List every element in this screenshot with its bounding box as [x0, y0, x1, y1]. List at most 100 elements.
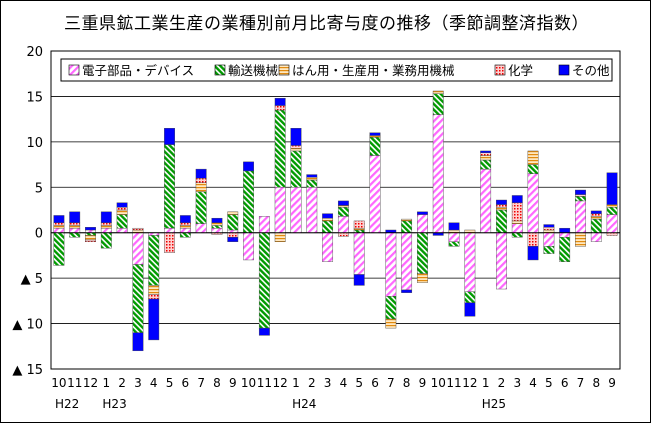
bar-segment: [290, 187, 302, 233]
bar-segment: [195, 182, 207, 193]
bar-segment: [353, 227, 365, 231]
bar-segment: [369, 137, 381, 156]
x-tick-label: 6: [182, 376, 190, 390]
bar-segment: [69, 211, 81, 223]
x-tick-label: 6: [371, 376, 379, 390]
bar-segment: [132, 227, 144, 231]
bar-segment: [480, 150, 492, 153]
bar-segment: [543, 246, 555, 254]
bar-segment: [227, 214, 239, 231]
bar-segment: [211, 217, 223, 223]
bar-segment: [353, 232, 365, 275]
bar-segment: [448, 241, 460, 247]
bar-segment: [543, 232, 555, 247]
bar-segment: [369, 132, 381, 136]
bar-segment: [448, 222, 460, 231]
bar-segment: [53, 227, 65, 233]
bar-segment: [590, 216, 602, 220]
x-tick-label: 5: [166, 376, 174, 390]
y-tick-label: 0: [35, 227, 43, 242]
bar-segment: [590, 218, 602, 233]
bar-segment: [606, 204, 618, 208]
x-tick-label: 1: [482, 376, 490, 390]
bar-segment: [543, 227, 555, 231]
y-tick-label: 15: [26, 90, 43, 105]
bar-segment: [211, 227, 223, 233]
bar-segment: [606, 207, 618, 215]
y-tick-label: ▲ 15: [12, 363, 43, 378]
bar-segment: [116, 209, 128, 215]
bar-segment: [69, 225, 81, 229]
bar-segment: [496, 207, 507, 211]
bar-segment: [85, 239, 96, 243]
bar-segment: [179, 227, 191, 233]
bar-segment: [132, 232, 144, 265]
bar-segment: [401, 220, 413, 233]
x-tick-label: 4: [150, 376, 158, 390]
legend-label: その他: [572, 63, 610, 78]
bar-segment: [337, 232, 349, 237]
bar-segment: [179, 225, 191, 229]
bar-segment: [511, 202, 523, 222]
bar-segment: [559, 237, 571, 262]
x-tick-label: 2: [118, 376, 126, 390]
legend-label: 化学: [508, 63, 533, 78]
bar-segment: [227, 211, 239, 215]
bar-segment: [432, 90, 444, 94]
bar-segment: [575, 194, 586, 197]
bar-segment: [401, 232, 413, 291]
bar-segment: [464, 291, 476, 303]
x-tick-label: 8: [403, 376, 411, 390]
x-year-label: H24: [292, 397, 316, 411]
x-tick-label: 11: [67, 376, 82, 390]
bar-segment: [527, 232, 539, 247]
bar-segment: [148, 298, 160, 341]
bar-segment: [464, 232, 476, 292]
bar-segment: [511, 195, 523, 203]
x-tick-label: 10: [431, 376, 446, 390]
bar-segment: [385, 296, 397, 320]
bar-segment: [243, 161, 254, 172]
bar-segment: [496, 199, 507, 205]
bar-segment: [290, 128, 302, 146]
bar-segment: [116, 202, 128, 208]
bar-segment: [306, 179, 318, 188]
bar-segment: [179, 222, 191, 226]
x-tick-label: 11: [257, 376, 272, 390]
bar-segment: [69, 232, 81, 238]
bar-segment: [511, 223, 523, 233]
legend-swatch: [278, 64, 290, 76]
legend-label: 電子部品・デバイス: [82, 63, 194, 78]
y-tick-label: ▲ 5: [21, 272, 43, 287]
legend-label: 輸送機械: [228, 63, 279, 78]
bar-segment: [322, 220, 334, 233]
bar-segment: [480, 152, 492, 156]
bar-segment: [337, 216, 349, 233]
bar-segment: [369, 135, 381, 138]
bars: [53, 90, 618, 352]
bar-segment: [164, 232, 175, 253]
bar-segment: [164, 144, 175, 229]
bar-segment: [464, 302, 476, 317]
bar-segment: [480, 159, 492, 170]
plot-area: [50, 50, 621, 370]
bar-segment: [69, 222, 81, 226]
bar-segment: [116, 207, 128, 211]
bar-segment: [590, 210, 602, 214]
bar-segment: [401, 218, 413, 222]
bar-segment: [480, 155, 492, 161]
bar-segment: [85, 227, 96, 231]
bar-segment: [527, 173, 539, 233]
bar-segment: [274, 109, 286, 188]
bar-segment: [53, 232, 65, 266]
bar-segment: [606, 214, 618, 233]
bar-segment: [369, 155, 381, 233]
x-tick-label: 3: [134, 376, 142, 390]
bar-segment: [100, 225, 112, 229]
x-tick-label: 1: [102, 376, 110, 390]
bar-segment: [322, 232, 334, 262]
bar-segment: [527, 246, 539, 261]
bar-segment: [195, 191, 207, 224]
